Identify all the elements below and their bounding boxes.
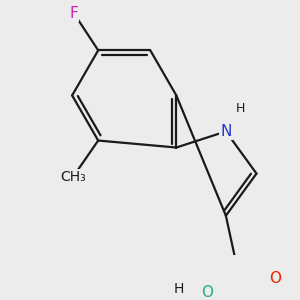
Text: O: O <box>201 285 213 300</box>
Text: H: H <box>236 102 245 115</box>
Text: H: H <box>173 282 184 296</box>
Text: F: F <box>70 6 78 21</box>
Text: CH₃: CH₃ <box>60 170 86 184</box>
Text: O: O <box>269 271 281 286</box>
Text: N: N <box>220 124 232 139</box>
